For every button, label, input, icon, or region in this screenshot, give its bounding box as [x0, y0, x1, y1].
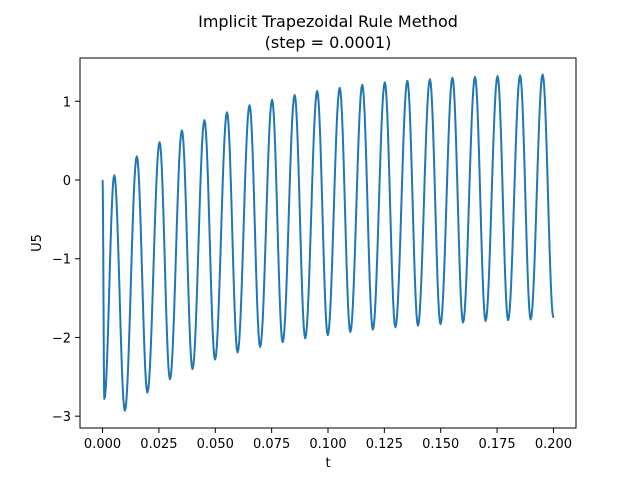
x-axis-ticks: 0.000 0.025 0.050 0.075 0.100 0.125 0.150 0.175…	[84, 428, 572, 452]
x-tick-label: 0.050	[197, 437, 234, 452]
x-tick-label: 0.100	[309, 437, 346, 452]
x-axis-label: t	[325, 456, 330, 471]
x-tick-label: 0.175	[478, 437, 515, 452]
axes-frame	[79, 57, 577, 429]
x-tick-label: 0.075	[253, 437, 290, 452]
x-tick-label: 0.125	[366, 437, 403, 452]
x-tick-label: 0.150	[422, 437, 459, 452]
y-tick-label: −3	[52, 410, 71, 425]
y-tick-label: −1	[52, 253, 71, 268]
x-tick-label: 0.200	[535, 437, 572, 452]
plot-area	[101, 73, 555, 412]
y-axis-ticks: 1 0 −1 −2 −3	[52, 95, 80, 425]
x-tick-label: 0.000	[84, 437, 121, 452]
y-tick-label: −2	[52, 331, 71, 346]
series-line-u5	[101, 73, 555, 412]
chart-title: Implicit Trapezoidal Rule Method	[198, 12, 458, 31]
chart-subtitle: (step = 0.0001)	[265, 33, 392, 52]
y-tick-label: 1	[63, 95, 71, 110]
y-tick-label: 0	[63, 174, 71, 189]
x-tick-label: 0.025	[140, 437, 177, 452]
y-axis-label: U5	[30, 234, 45, 252]
